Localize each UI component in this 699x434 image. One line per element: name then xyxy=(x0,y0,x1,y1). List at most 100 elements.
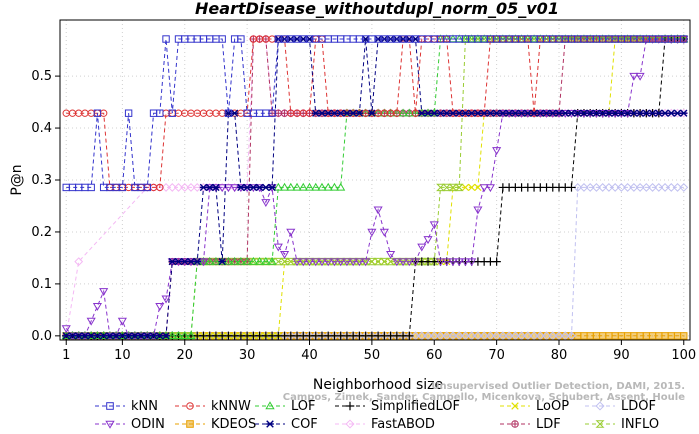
data-point-fastabod xyxy=(679,108,689,118)
legend-item-inflo: INFLO xyxy=(585,417,659,432)
data-point-odin xyxy=(348,258,358,267)
data-point-cof xyxy=(418,109,426,117)
legend-label-kdeos: KDEOS xyxy=(211,417,256,432)
data-point-cof xyxy=(424,109,432,117)
data-point-cof xyxy=(655,109,663,117)
data-point-cof xyxy=(262,183,270,192)
data-point-odin xyxy=(342,258,352,267)
data-point-inflo xyxy=(286,257,296,266)
data-point-knn xyxy=(118,183,127,192)
data-point-odin xyxy=(329,258,340,267)
data-point-odin xyxy=(336,258,346,267)
data-point-lof xyxy=(298,182,308,191)
data-point-odin xyxy=(323,258,333,267)
data-point-cof xyxy=(461,109,470,117)
x-tick-label: 1 xyxy=(62,348,70,363)
data-point-lof xyxy=(173,331,184,340)
data-point-lof xyxy=(323,182,333,191)
data-point-cof xyxy=(474,109,482,117)
data-point-inflo xyxy=(423,257,433,266)
data-point-inflo xyxy=(367,257,377,266)
data-point-fastabod xyxy=(467,108,477,118)
data-point-knn xyxy=(218,35,226,43)
data-point-kdeos xyxy=(636,332,644,340)
data-point-kdeos xyxy=(611,332,619,340)
data-point-ldof xyxy=(610,183,620,192)
data-point-cof xyxy=(561,109,569,117)
data-point-odin xyxy=(485,184,495,193)
legend-marker-cof xyxy=(266,420,274,428)
plot-area xyxy=(60,20,690,340)
data-point-cof xyxy=(249,183,258,192)
data-point-fastabod xyxy=(142,183,152,192)
data-point-kdeos xyxy=(673,332,682,340)
data-point-fastabod xyxy=(180,183,190,192)
data-point-inflo xyxy=(454,183,464,192)
legend-item-odin: ODIN xyxy=(95,417,165,432)
data-point-ldof xyxy=(585,183,595,192)
data-point-odin xyxy=(679,35,689,44)
data-point-odin xyxy=(230,184,240,193)
data-point-odin xyxy=(666,35,676,44)
data-point-cof xyxy=(368,109,376,117)
data-point-odin xyxy=(286,228,296,237)
data-point-lof xyxy=(167,331,177,340)
data-point-cof xyxy=(237,183,245,192)
data-point-knnw xyxy=(156,183,164,192)
data-point-ldof xyxy=(666,183,676,192)
data-point-lof xyxy=(336,182,346,191)
data-point-fastabod xyxy=(74,257,84,267)
data-point-cof xyxy=(480,109,488,117)
data-point-kdeos xyxy=(580,332,588,340)
legend-label-fastabod: FastABOD xyxy=(371,417,435,432)
data-point-cof xyxy=(524,109,532,117)
data-point-fastabod xyxy=(149,183,158,192)
y-tick-label: 0.4 xyxy=(31,121,52,136)
x-tick-label: 100 xyxy=(671,348,696,363)
data-point-fastabod xyxy=(673,108,682,118)
data-point-cof xyxy=(623,109,632,117)
data-point-cof xyxy=(505,109,513,117)
data-point-fastabod xyxy=(429,108,439,118)
data-point-cof xyxy=(75,332,83,340)
series-knn xyxy=(62,35,688,192)
data-point-cof xyxy=(642,109,651,117)
data-point-lof xyxy=(211,256,221,265)
data-point-cof xyxy=(243,183,251,192)
data-point-odin xyxy=(410,258,421,267)
data-point-fastabod xyxy=(354,108,364,118)
data-point-cof xyxy=(349,109,357,117)
data-point-inflo xyxy=(379,257,389,266)
data-point-cof xyxy=(312,109,320,117)
legend-marker-kdeos xyxy=(186,420,194,428)
data-point-lof xyxy=(242,256,252,265)
data-point-odin xyxy=(660,35,670,44)
legend-marker-ldf xyxy=(511,420,519,428)
series-cof xyxy=(62,35,688,340)
chart-title: HeartDisease_withoutdupl_norm_05_v01 xyxy=(195,0,559,18)
data-point-odin xyxy=(417,243,427,252)
data-point-odin xyxy=(92,302,102,311)
data-point-odin xyxy=(423,236,433,245)
legend-label-odin: ODIN xyxy=(131,417,165,432)
data-point-fastabod xyxy=(174,183,183,192)
data-point-knn xyxy=(124,109,133,117)
data-point-simplifiedlof xyxy=(405,331,414,341)
data-point-cof xyxy=(517,109,526,117)
data-point-odin xyxy=(317,258,327,267)
data-point-cof xyxy=(567,109,576,117)
data-point-odin xyxy=(292,258,302,267)
data-point-lof xyxy=(230,256,240,265)
data-point-odin xyxy=(429,221,439,230)
data-point-lof xyxy=(223,256,233,265)
data-point-ldf xyxy=(274,109,283,117)
legend-label-knnw: kNNW xyxy=(211,399,251,414)
data-point-cof xyxy=(580,109,588,117)
data-point-knn xyxy=(680,35,688,43)
legend-item-lof: LOF xyxy=(255,399,316,414)
data-point-cof xyxy=(430,109,438,117)
data-point-ldof xyxy=(573,183,583,192)
data-point-kdeos xyxy=(617,332,626,340)
watermark-line-1: Campos, Zimek, Sander, Campello, Micenko… xyxy=(283,392,685,403)
